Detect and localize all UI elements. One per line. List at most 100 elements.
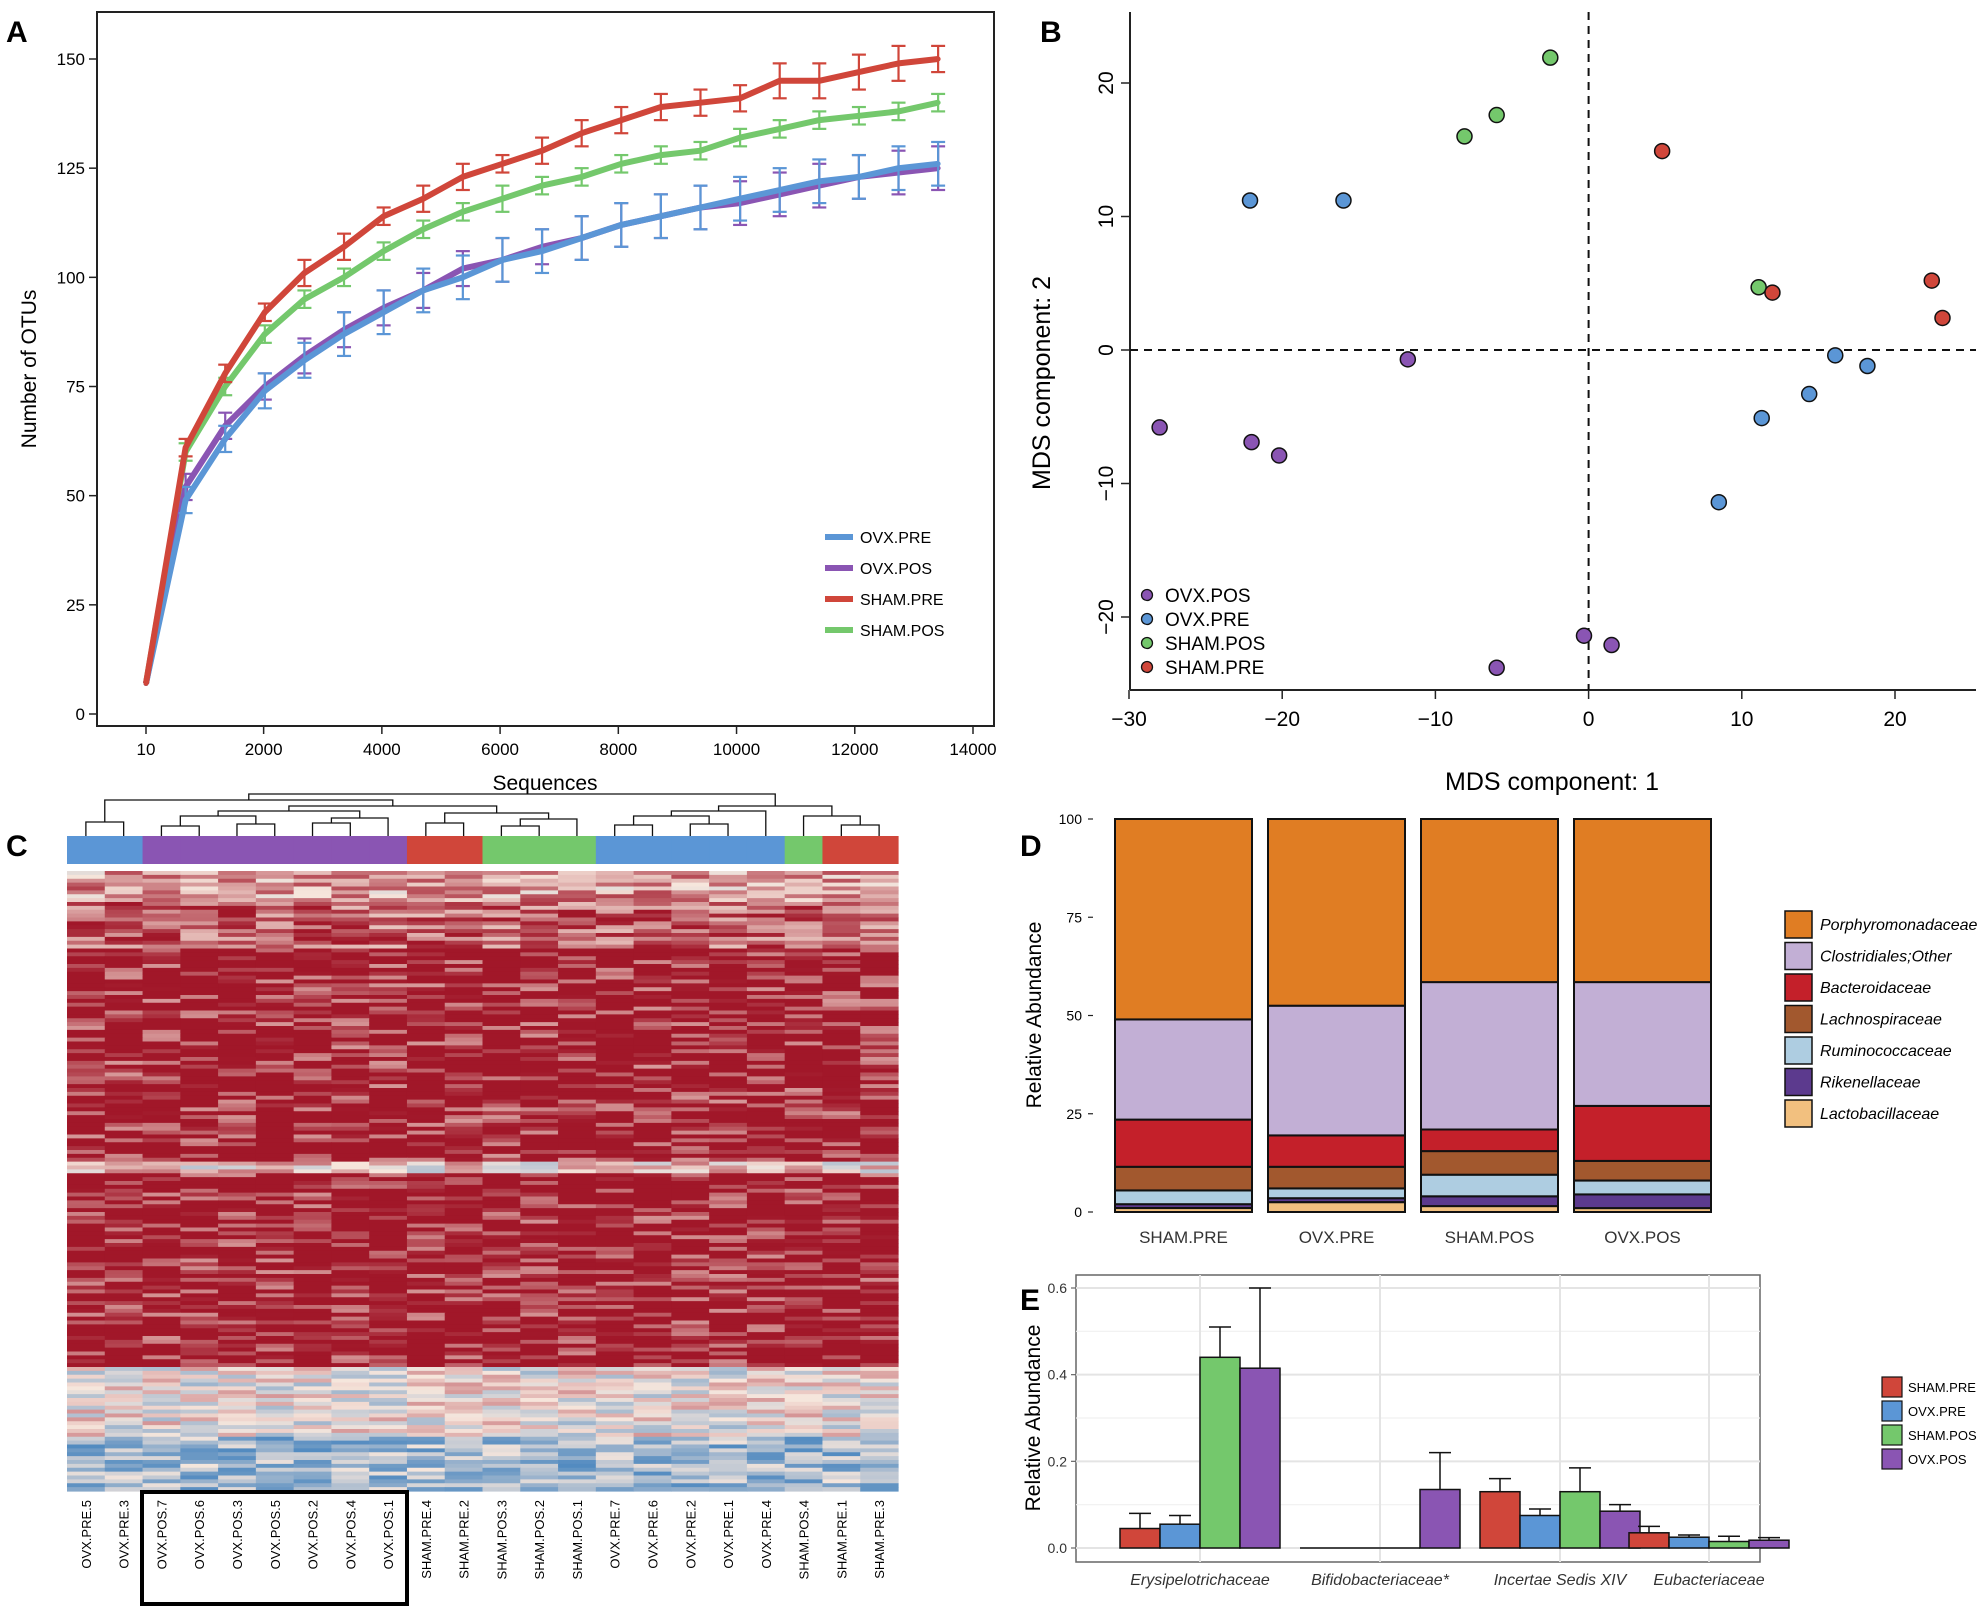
- heatmap-cell: [822, 1212, 861, 1217]
- heatmap-cell: [558, 1316, 597, 1322]
- heatmap-cell: [784, 1367, 824, 1372]
- heatmap-cell: [406, 1165, 446, 1170]
- heatmap-cell: [369, 921, 408, 926]
- heatmap-cell: [520, 998, 559, 1004]
- heatmap-cell: [142, 886, 181, 891]
- heatmap-cell: [255, 987, 295, 992]
- heatmap-cell: [860, 1429, 899, 1434]
- heatmap-cell: [671, 975, 710, 981]
- heatmap-cell: [633, 1274, 672, 1279]
- heatmap-cell: [67, 1002, 106, 1008]
- heatmap-cell: [331, 913, 370, 919]
- heatmap-cell: [709, 1487, 748, 1492]
- heatmap-cell: [709, 1033, 748, 1039]
- series-ovx-pre: [1241, 192, 1876, 511]
- heatmap-cell: [784, 948, 824, 953]
- heatmap-cell: [369, 1328, 408, 1333]
- heatmap-cell: [444, 1169, 484, 1174]
- heatmap-cell: [293, 1250, 333, 1256]
- heatmap-cell: [558, 882, 597, 888]
- heatmap-cell: [406, 1204, 446, 1209]
- heatmap-cell: [104, 1165, 144, 1170]
- heatmap-cell: [822, 995, 861, 1000]
- heatmap-cell: [218, 1060, 257, 1066]
- heatmap-cell: [860, 960, 899, 965]
- heatmap-cell: [784, 1064, 824, 1070]
- heatmap-cell: [255, 1041, 295, 1046]
- heatmap-cell: [746, 1184, 786, 1190]
- heatmap-cell: [860, 1119, 899, 1124]
- heatmap-cell: [558, 1091, 597, 1097]
- heatmap-cell: [784, 1324, 824, 1329]
- heatmap-cell: [142, 1413, 181, 1418]
- bar-segment: [1573, 818, 1712, 984]
- heatmap-cell: [218, 1115, 257, 1120]
- heatmap-cell: [633, 1033, 672, 1039]
- heatmap-cell: [595, 1262, 635, 1267]
- heatmap-cell: [671, 1367, 710, 1372]
- heatmap-cell: [558, 998, 597, 1004]
- heatmap-cell: [369, 1266, 408, 1271]
- data-point: [341, 274, 347, 280]
- heatmap-cell: [784, 902, 824, 907]
- heatmap-cell: [633, 1053, 672, 1058]
- heatmap-cell: [671, 1037, 710, 1043]
- heatmap-cell: [67, 1165, 106, 1170]
- heatmap-cell: [482, 1173, 521, 1178]
- heatmap-cell: [142, 890, 181, 895]
- heatmap-cell: [218, 1126, 257, 1132]
- heatmap-cell: [104, 1115, 144, 1120]
- heatmap-cell: [331, 1064, 370, 1070]
- heatmap-cell: [633, 1146, 672, 1151]
- heatmap-cell: [671, 1029, 710, 1035]
- heatmap-cell: [218, 1022, 257, 1027]
- heatmap-cell: [331, 890, 370, 895]
- heatmap-cell: [482, 979, 521, 984]
- heatmap-cell: [104, 964, 144, 969]
- heatmap-cell: [180, 1425, 219, 1430]
- heatmap-cell: [633, 1467, 672, 1473]
- heatmap-cell: [67, 979, 106, 984]
- heatmap-cell: [142, 1277, 181, 1283]
- heatmap-cell: [331, 944, 370, 950]
- heatmap-cell: [180, 960, 219, 965]
- heatmap-cell: [293, 898, 333, 903]
- heatmap-cell: [520, 1239, 559, 1244]
- data-point: [460, 209, 466, 215]
- heatmap-cell: [218, 964, 257, 969]
- heatmap-cell: [822, 878, 861, 884]
- heatmap-cell: [784, 1347, 824, 1353]
- heatmap-cell: [558, 1471, 597, 1477]
- heatmap-cell: [822, 971, 861, 977]
- heatmap-cell: [671, 956, 710, 961]
- heatmap-cell: [369, 1308, 408, 1314]
- heatmap-cell: [860, 1367, 899, 1372]
- heatmap-cell: [482, 1184, 521, 1190]
- heatmap-cell: [520, 1258, 559, 1263]
- heatmap-cell: [180, 921, 219, 926]
- heatmap-cell: [746, 1076, 786, 1081]
- heatmap-cell: [331, 1390, 370, 1395]
- heatmap-cell: [633, 1064, 672, 1070]
- heatmap-cell: [406, 1332, 446, 1337]
- heatmap-cell: [255, 1192, 295, 1198]
- heatmap-cell: [558, 1080, 597, 1085]
- heatmap-cell: [709, 1010, 748, 1015]
- heatmap-cell: [180, 1041, 219, 1046]
- heatmap-cell: [104, 1002, 144, 1008]
- heatmap-cell: [595, 1115, 635, 1120]
- heatmap-cell: [142, 1231, 181, 1236]
- heatmap-cell: [784, 1177, 824, 1182]
- heatmap-cell: [784, 1456, 824, 1461]
- heatmap-cell: [180, 1119, 219, 1124]
- heatmap-cell: [860, 1223, 899, 1229]
- heatmap-cell: [180, 1057, 219, 1062]
- heatmap-cell: [595, 1208, 635, 1213]
- heatmap-cell: [784, 1208, 824, 1213]
- heatmap-cell: [406, 998, 446, 1004]
- data-point: [658, 152, 664, 158]
- data-point: [1753, 409, 1770, 427]
- heatmap-cell: [784, 1471, 824, 1477]
- heatmap-cell: [595, 933, 635, 938]
- heatmap-cell: [331, 1463, 370, 1469]
